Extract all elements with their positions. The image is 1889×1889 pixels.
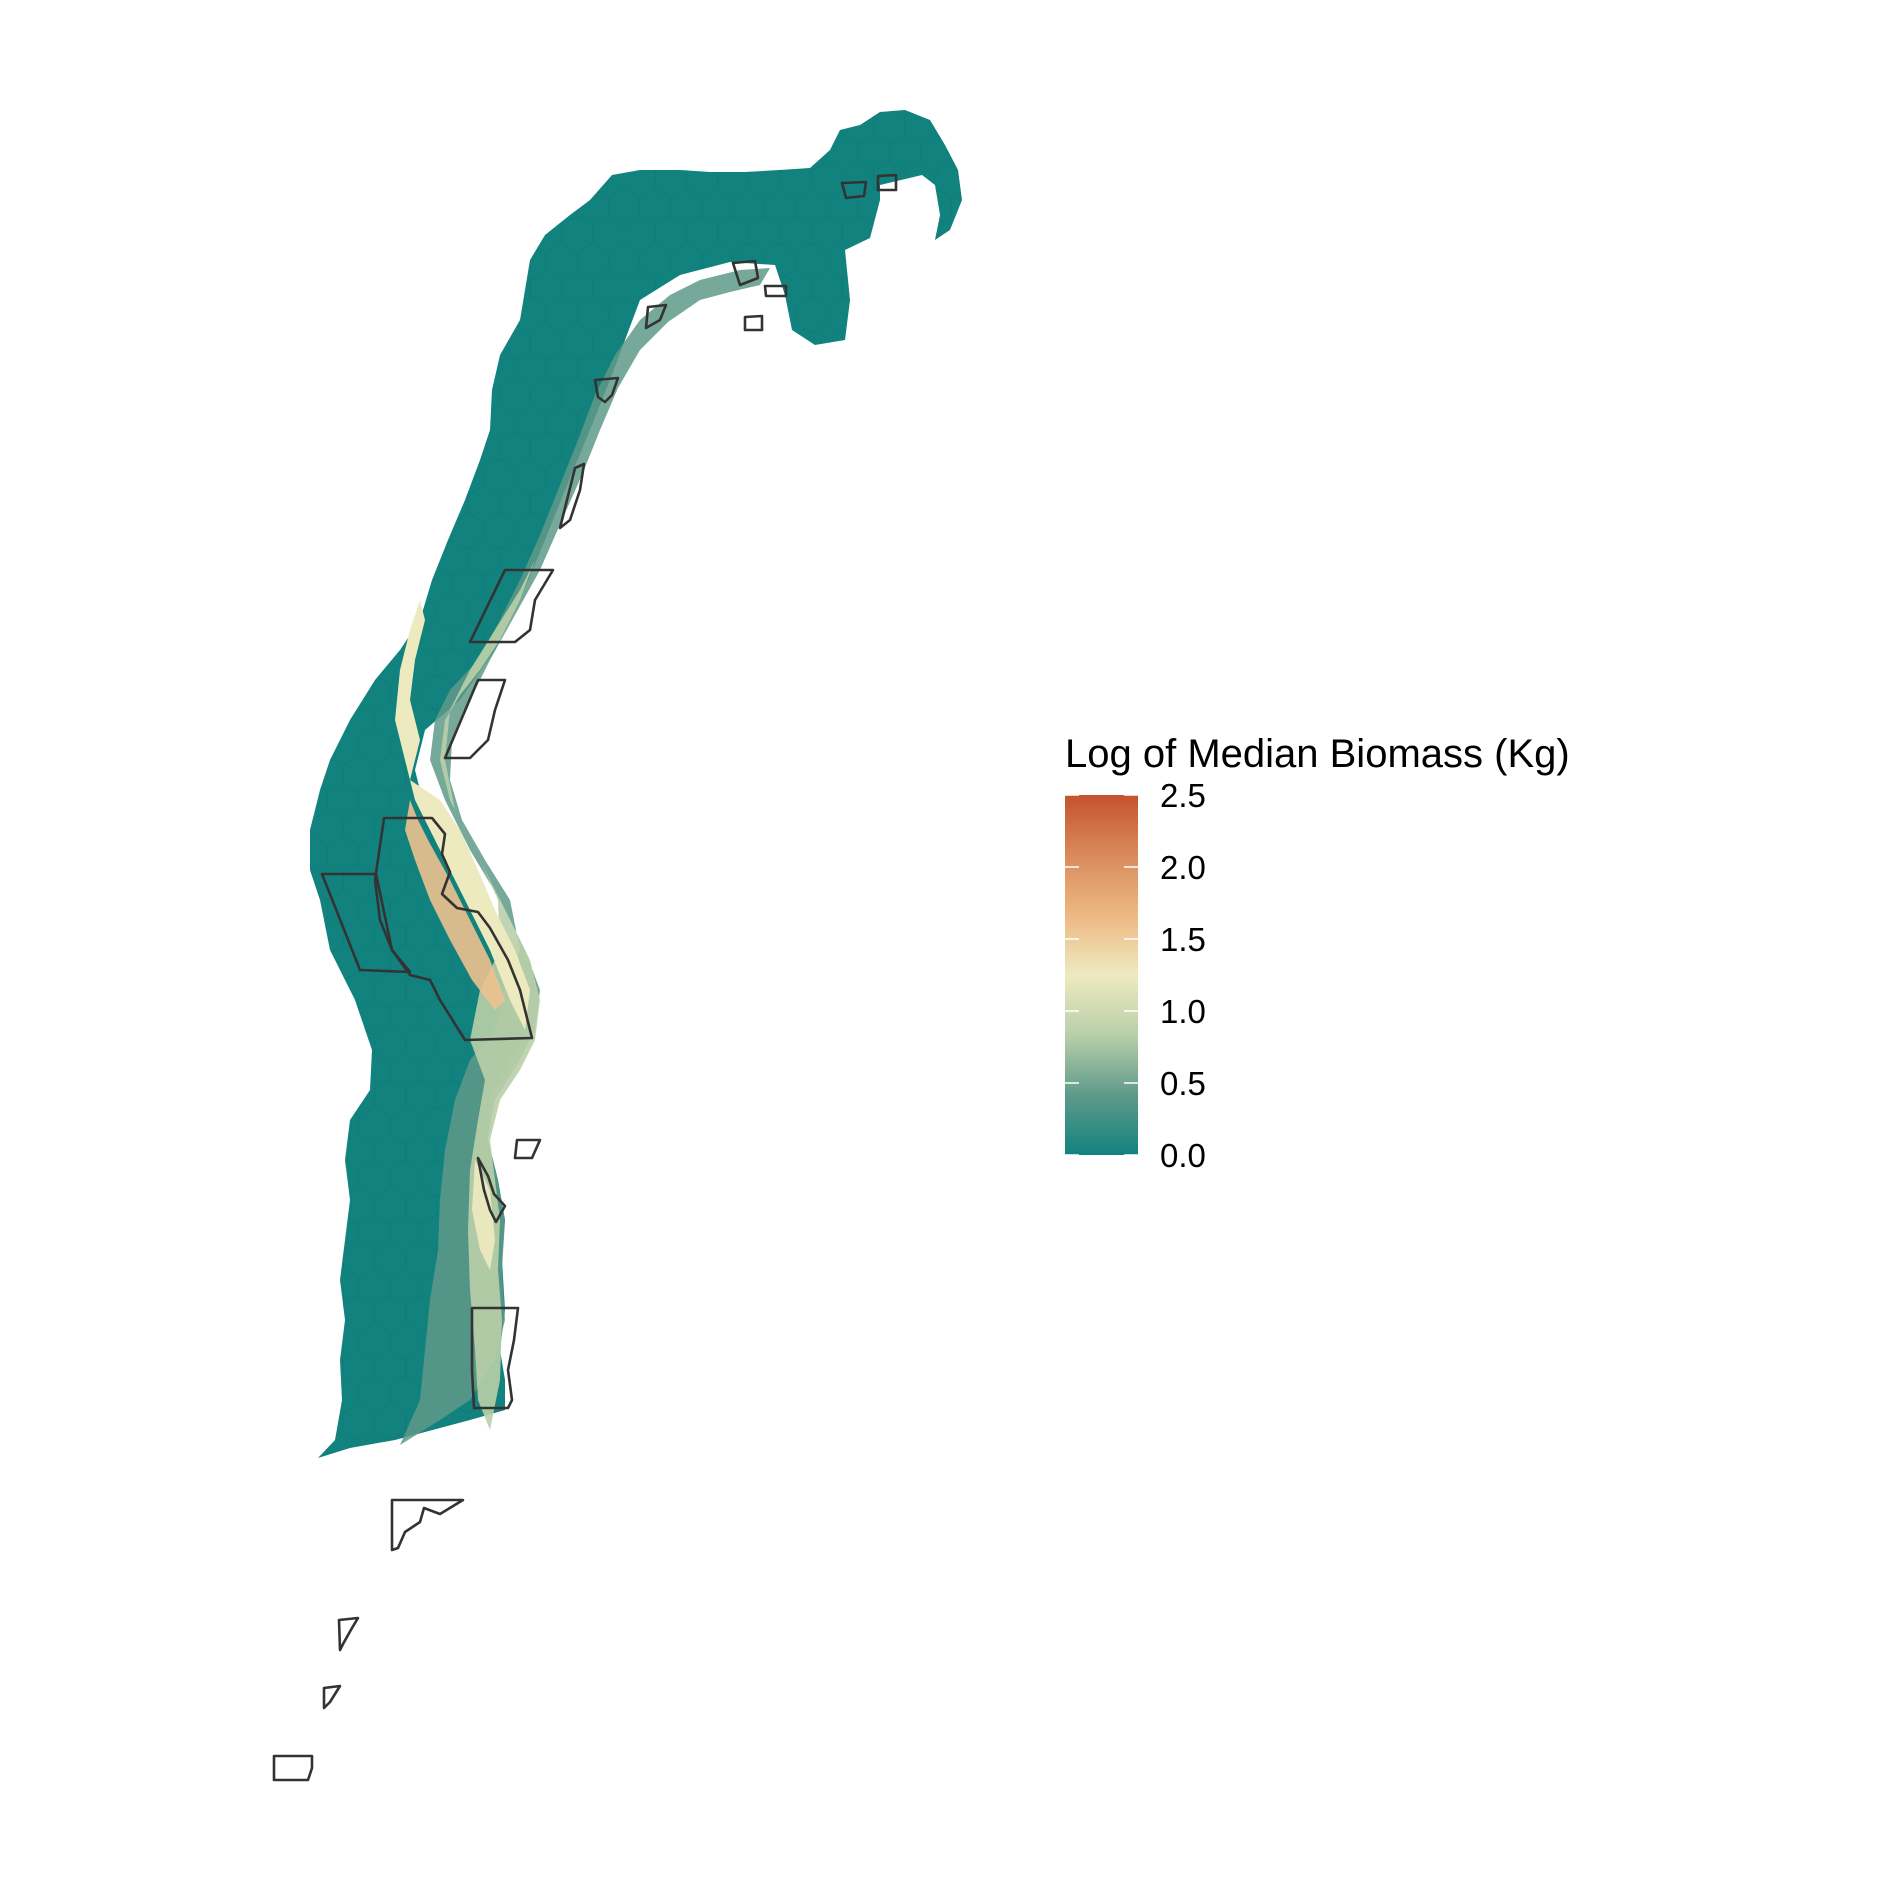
legend-tick-label: 0.0 <box>1160 1137 1206 1174</box>
outline-s-3 <box>470 1306 520 1410</box>
outline-n-4 <box>644 303 668 330</box>
legend-tick-label: 2.0 <box>1160 849 1206 886</box>
south-biomass-patch <box>472 1160 495 1270</box>
outline-large-central <box>373 816 534 1042</box>
legend-ticks: 0.0 0.5 1.0 1.5 2.0 2.5 <box>1065 777 1206 1174</box>
legend: Log of Median Biomass (Kg) 0.0 0.5 1.0 1.5 2… <box>1065 732 1570 1174</box>
outline-offshore-4 <box>272 1754 314 1782</box>
legend-tick-label: 0.5 <box>1160 1065 1206 1102</box>
outline-offshore-1 <box>390 1498 465 1552</box>
mid-biomass-band <box>400 268 770 1445</box>
outline-c-3 <box>443 678 507 760</box>
outline-c-2 <box>468 568 555 644</box>
high-biomass-core <box>395 600 530 1030</box>
legend-tick-label: 2.5 <box>1160 777 1206 814</box>
outline-n-5 <box>593 376 620 404</box>
outline-n-1 <box>731 259 760 287</box>
outline-offshore-2 <box>337 1616 360 1652</box>
outline-n-3 <box>743 314 764 332</box>
outline-ne-2 <box>876 173 898 192</box>
outline-s-2 <box>476 1156 507 1224</box>
outline-c-1 <box>558 462 586 530</box>
legend-colorbar <box>1065 795 1138 1155</box>
area-outlines <box>272 173 898 1782</box>
outline-ne-1 <box>840 180 868 200</box>
low-biomass-region <box>310 110 962 1458</box>
legend-title: Log of Median Biomass (Kg) <box>1065 732 1570 776</box>
legend-tick-label: 1.0 <box>1160 993 1206 1030</box>
coastal-biomass-band <box>395 268 770 1445</box>
legend-tick-label: 1.5 <box>1160 921 1206 958</box>
outline-offshore-3 <box>322 1684 342 1710</box>
outline-n-2 <box>763 284 788 298</box>
outline-s-1 <box>513 1138 542 1160</box>
